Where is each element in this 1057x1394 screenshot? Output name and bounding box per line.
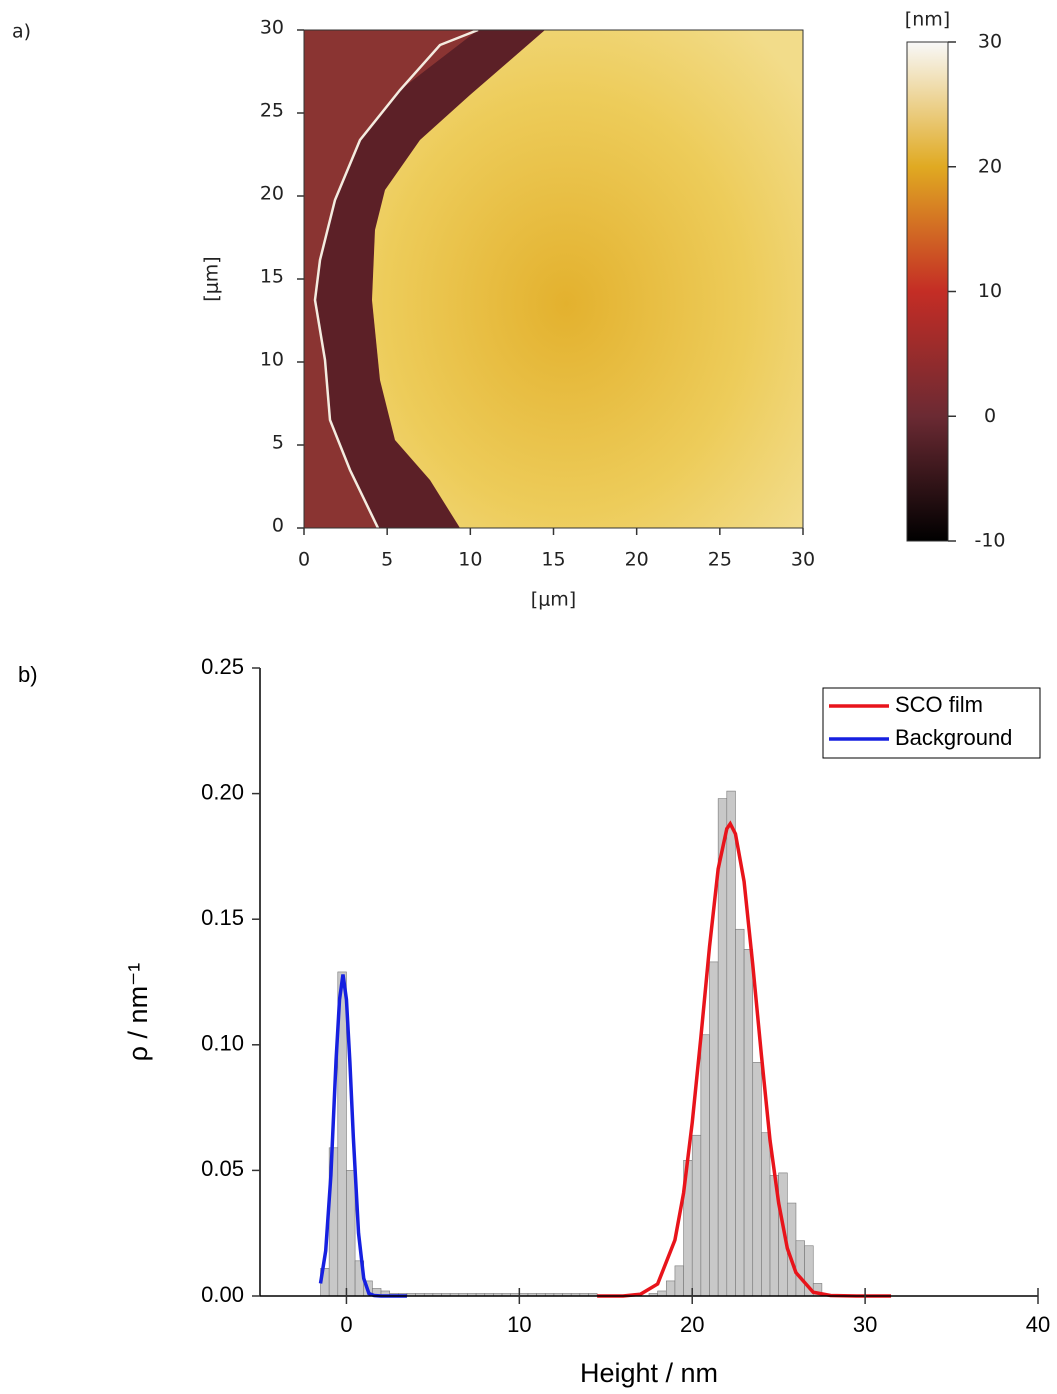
x-tick-label: 25 <box>708 549 732 571</box>
histogram-panel: b) 0 10 20 30 40 0.00 0.05 0.10 0.15 0.20 0.25 Heigh… <box>18 654 1050 1388</box>
y-axis-label: ρ / nm⁻¹ <box>123 963 153 1062</box>
fit-line <box>597 820 892 1298</box>
x-tick-label: 20 <box>625 549 649 571</box>
y-axis-label: [μm] <box>201 256 223 301</box>
y-tick-label: 0.20 <box>201 779 244 804</box>
x-tick-label: 0 <box>298 549 310 571</box>
y-tick-label: 5 <box>272 432 284 454</box>
bar <box>674 1265 684 1297</box>
legend-label: SCO film <box>895 692 983 717</box>
bar <box>717 798 728 1297</box>
x-tick-label: 20 <box>680 1312 704 1337</box>
panel-label: b) <box>18 662 38 687</box>
y-tick-label: 0.05 <box>201 1156 244 1181</box>
y-tick-label: 0 <box>272 515 284 537</box>
bar <box>761 1132 771 1297</box>
legend-label: Background <box>895 725 1012 750</box>
colorbar-tick-label: 20 <box>978 155 1002 177</box>
colorbar-label: [nm] <box>905 9 950 31</box>
bar <box>709 961 719 1297</box>
y-tick-label: 25 <box>260 100 284 122</box>
x-tick-label: 5 <box>381 549 393 571</box>
bar <box>752 1062 762 1297</box>
bar <box>700 1034 710 1297</box>
panel-label: a) <box>12 21 31 43</box>
afm-image <box>304 30 803 528</box>
y-tick-label: 10 <box>260 349 284 371</box>
x-tick-label: 10 <box>458 549 482 571</box>
y-tick-label: 0.00 <box>201 1282 244 1307</box>
y-tick-label: 0.15 <box>201 905 244 930</box>
bar <box>795 1240 805 1297</box>
x-tick-label: 40 <box>1026 1312 1050 1337</box>
x-axis-label: Height / nm <box>580 1358 718 1388</box>
y-tick-label: 20 <box>260 183 284 205</box>
bar <box>691 1134 702 1297</box>
x-tick-label: 15 <box>541 549 565 571</box>
bar <box>743 949 754 1297</box>
x-tick-label: 0 <box>340 1312 352 1337</box>
bar <box>346 1170 356 1297</box>
y-tick-label: 0.10 <box>201 1031 244 1056</box>
bar <box>657 1290 667 1297</box>
colorbar-tick-label: 0 <box>984 405 996 427</box>
legend-box <box>822 687 1041 759</box>
y-tick-label: 15 <box>260 266 284 288</box>
edge-line <box>313 30 479 528</box>
film-region <box>372 30 803 528</box>
bar <box>735 928 745 1297</box>
x-tick-label: 30 <box>853 1312 877 1337</box>
bar <box>726 790 736 1297</box>
colorbar-tick-label: 30 <box>978 31 1002 53</box>
y-tick-label: 30 <box>260 17 284 39</box>
x-tick-label: 10 <box>507 1312 531 1337</box>
colorbar <box>906 41 949 542</box>
bar <box>665 1280 676 1297</box>
colorbar-tick-label: -10 <box>974 530 1005 552</box>
x-axis-label: [μm] <box>531 589 576 611</box>
colorbar-tick-label: 10 <box>978 280 1002 302</box>
y-tick-label: 0.25 <box>201 654 244 679</box>
x-tick-label: 30 <box>791 549 815 571</box>
dark-band <box>315 30 545 528</box>
